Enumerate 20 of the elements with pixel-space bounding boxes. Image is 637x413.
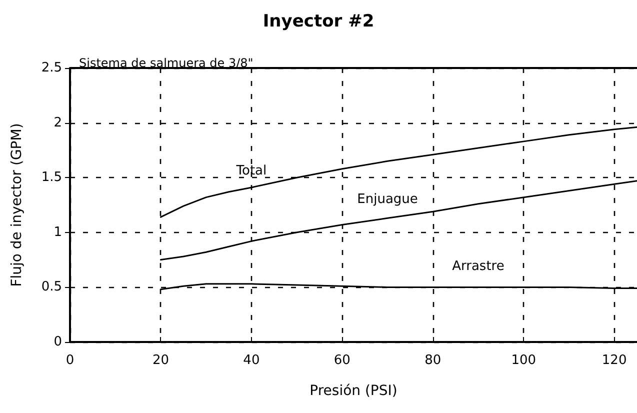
series-label: Arrastre <box>452 259 504 274</box>
y-tick-label: 1.5 <box>41 170 62 186</box>
y-tick-label: 1 <box>54 224 62 240</box>
y-tick-label: 0 <box>54 334 62 350</box>
x-tick-label: 60 <box>334 353 350 368</box>
y-tick-label: 0.5 <box>41 280 62 295</box>
x-tick-label: 0 <box>66 353 74 368</box>
x-tick-label: 100 <box>511 353 536 368</box>
chart-subtitle: Sistema de salmuera de 3/8" <box>79 56 254 70</box>
x-tick-label: 120 <box>602 353 627 368</box>
x-tick-label: 40 <box>243 353 260 368</box>
chart-title: Inyector #2 <box>262 12 374 32</box>
y-axis-title: Flujo de inyector (GPM) <box>9 123 25 287</box>
x-tick-label: 80 <box>424 353 442 368</box>
x-axis-title: Presión (PSI) <box>310 383 398 399</box>
y-tick-label: 2 <box>54 115 62 130</box>
series-label: Total <box>235 163 267 178</box>
series-label: Enjuague <box>357 192 418 208</box>
y-tick-label: 2.5 <box>41 60 62 76</box>
x-tick-label: 20 <box>152 353 169 368</box>
